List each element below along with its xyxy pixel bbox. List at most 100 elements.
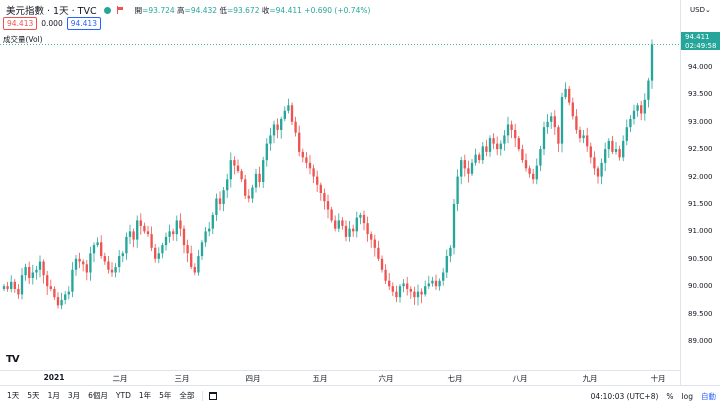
candle	[622, 135, 625, 162]
candle	[301, 148, 304, 163]
log-scale-toggle[interactable]: log	[681, 392, 693, 401]
candle-body	[319, 184, 322, 193]
candle	[640, 100, 643, 121]
flag-icon[interactable]	[116, 6, 124, 14]
clock-timezone[interactable]: 04:10:03 (UTC+8)	[590, 392, 659, 401]
candle	[470, 159, 474, 177]
candle-body	[344, 225, 348, 237]
range-ytd-button[interactable]: YTD	[115, 391, 131, 400]
candle-body	[13, 281, 16, 289]
candle	[6, 281, 9, 292]
candle-body	[204, 231, 207, 243]
candle-body	[290, 105, 294, 122]
range-5y-button[interactable]: 5年	[159, 391, 172, 400]
candle	[190, 245, 193, 270]
candle-body	[506, 124, 510, 136]
candle-body	[416, 291, 420, 298]
candle-body	[452, 203, 456, 248]
candle	[510, 120, 513, 139]
candle-body	[179, 220, 182, 229]
candle	[611, 135, 614, 155]
candle	[496, 136, 499, 156]
candle	[244, 174, 247, 200]
candle-body	[53, 288, 56, 298]
candle-body	[236, 165, 240, 172]
candle-body	[568, 88, 571, 103]
price-axis[interactable]: 94.50094.00093.50093.00092.50092.00091.5…	[680, 0, 720, 385]
candle	[564, 82, 567, 100]
spread-value: 0.000	[41, 19, 63, 28]
candle-body	[226, 179, 229, 191]
candle	[42, 259, 45, 284]
candle	[596, 166, 600, 184]
candle	[355, 211, 358, 238]
range-6m-button[interactable]: 6個月	[88, 391, 108, 400]
auto-scale-toggle[interactable]: 自動	[701, 392, 716, 401]
candle	[632, 104, 636, 125]
percent-scale-toggle[interactable]: %	[666, 392, 674, 401]
change-value: +0.690 (+0.74%)	[304, 5, 371, 15]
price-tick-label: 93.000	[688, 117, 713, 126]
candle	[290, 102, 294, 126]
candle	[204, 226, 207, 247]
candle-body	[67, 291, 70, 295]
candle-body	[366, 223, 369, 235]
candle-body	[438, 280, 441, 287]
candle	[28, 261, 31, 285]
range-5d-button[interactable]: 5天	[27, 391, 40, 400]
volume-indicator-label[interactable]: 成交量(Vol)	[3, 35, 43, 44]
candle	[10, 275, 13, 293]
candle-body	[334, 220, 337, 229]
candle-body	[539, 149, 542, 166]
buy-price-button[interactable]: 94.413	[66, 17, 101, 30]
candle-body	[377, 247, 380, 259]
candle-body	[341, 220, 344, 226]
candle-body	[557, 127, 560, 144]
time-axis[interactable]: 2021 二月 三月 四月 五月 六月 七月 八月 九月 十月	[0, 370, 680, 384]
candle-body	[604, 149, 607, 163]
sell-price-button[interactable]: 94.413	[3, 17, 38, 30]
candle	[427, 275, 430, 289]
candle	[413, 286, 416, 305]
candle-body	[139, 220, 142, 226]
candle-body	[632, 110, 636, 119]
candle-body	[564, 88, 567, 98]
range-1d-button[interactable]: 1天	[7, 391, 20, 400]
candle-body	[589, 146, 592, 158]
candle-body	[384, 269, 387, 281]
candle	[586, 127, 589, 152]
price-chart[interactable]	[0, 0, 680, 370]
candle	[38, 255, 42, 278]
candle	[132, 228, 135, 248]
candle	[78, 252, 81, 269]
high-value: =94.432	[184, 5, 218, 15]
range-1m-button[interactable]: 1月	[47, 391, 60, 400]
candle	[272, 120, 276, 144]
candle-body	[427, 283, 430, 287]
candle-body	[280, 118, 283, 130]
range-1y-button[interactable]: 1年	[138, 391, 152, 400]
candle-body	[607, 140, 610, 150]
close-value: =94.411	[269, 5, 302, 15]
candle	[593, 151, 596, 175]
candle	[103, 252, 106, 265]
candle	[193, 263, 196, 276]
candle-body	[316, 176, 319, 185]
candle	[96, 237, 99, 248]
range-3m-button[interactable]: 3月	[67, 391, 81, 400]
candle	[319, 182, 322, 201]
candle	[600, 158, 603, 185]
candle	[416, 284, 420, 306]
open-value: =93.724	[142, 5, 175, 15]
candle-body	[64, 294, 67, 300]
currency-selector[interactable]: USD⌄	[690, 6, 711, 14]
candle	[222, 186, 225, 212]
calendar-icon[interactable]	[209, 391, 218, 400]
candle	[316, 170, 319, 192]
symbol-title[interactable]: 美元指數 · 1天 · TVC	[6, 6, 97, 17]
bar-countdown: 02:49:58	[685, 41, 717, 50]
symbol-legend: 美元指數 · 1天 · TVC 開=93.724 高=94.432 低=93.6…	[6, 3, 371, 18]
candle-body	[510, 124, 513, 130]
range-all-button[interactable]: 全部	[179, 391, 195, 400]
tradingview-logo[interactable]: TV	[6, 354, 20, 365]
